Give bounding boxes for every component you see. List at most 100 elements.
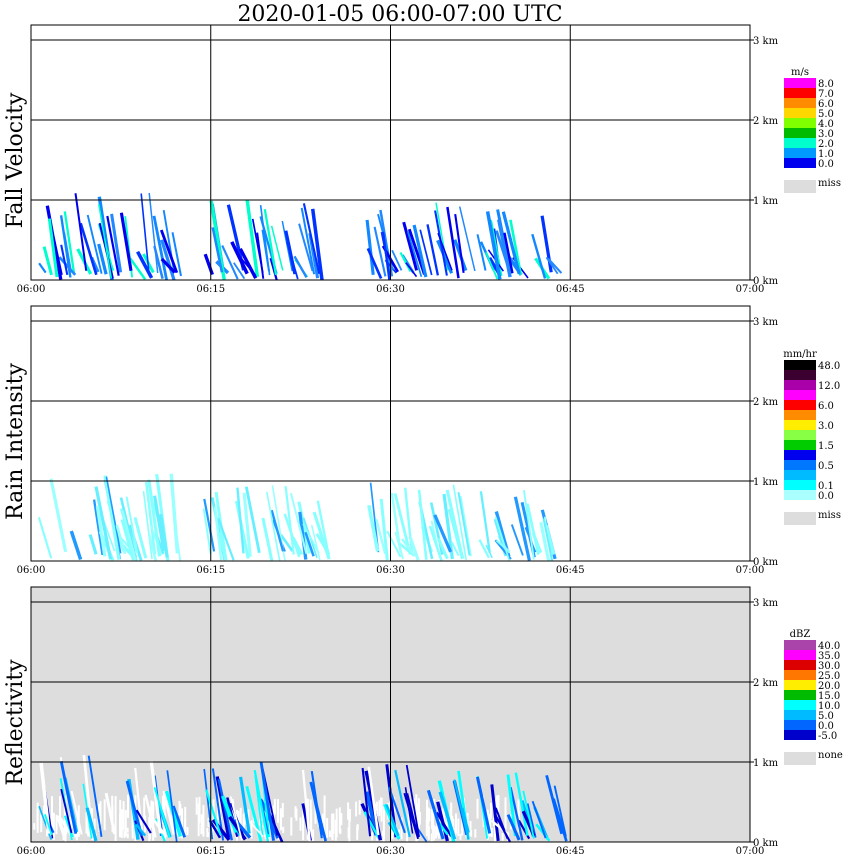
echo-streak [266, 491, 281, 561]
clutter-cell [126, 827, 129, 833]
clutter-cell [378, 800, 381, 817]
colorbar-label: 12.0 [818, 381, 840, 392]
clutter-cell [457, 818, 460, 837]
echo-streak [457, 492, 471, 556]
echo-streak [547, 257, 563, 274]
echo-streak [382, 231, 391, 281]
clutter-cell [290, 817, 293, 836]
colorbar-label: 1.0 [818, 149, 834, 160]
echo-streak [47, 218, 59, 278]
clutter-cell [335, 808, 338, 838]
clutter-cell [411, 816, 414, 834]
colorbar-unit: mm/hr [783, 349, 817, 360]
clutter-cell [474, 829, 477, 838]
echo-streak [152, 215, 168, 281]
echo-streak [385, 804, 400, 837]
clutter-cell [273, 798, 276, 815]
clutter-cell [380, 797, 382, 813]
y-axis-label: Reflectivity [3, 659, 28, 786]
echo-streak [229, 796, 243, 841]
colorbar-miss-swatch [784, 752, 816, 765]
echo-streak [94, 486, 113, 560]
echo-streak [263, 209, 278, 276]
echo-streak [60, 788, 73, 834]
clutter-cell [264, 800, 267, 828]
x-tick-label: 06:30 [376, 565, 405, 576]
echo-streak [153, 786, 171, 839]
echo-streak [479, 491, 491, 553]
x-tick-label: 06:00 [17, 565, 46, 576]
echo-streak [38, 805, 52, 840]
clutter-cell [202, 805, 205, 837]
echo-streak [115, 524, 127, 555]
echo-streak [217, 532, 227, 561]
echo-streak [315, 532, 331, 556]
clutter-cell [426, 799, 428, 837]
colorbar-miss-label: miss [818, 178, 841, 189]
clutter-cell [299, 817, 302, 831]
clutter-cell [171, 812, 174, 830]
echo-streak [144, 481, 157, 555]
echo-streak [293, 255, 308, 278]
clutter-cell [436, 817, 439, 836]
clutter-cell [450, 802, 453, 839]
echo-streak [110, 213, 123, 273]
echo-streak [245, 199, 260, 278]
clutter-cell [347, 802, 350, 820]
echo-streak [531, 532, 543, 554]
clutter-cell [33, 823, 36, 830]
clutter-cell [250, 820, 253, 839]
colorbar-swatch [784, 430, 816, 440]
echo-streak [270, 225, 284, 271]
echo-streak [238, 248, 258, 279]
echo-streak [253, 769, 270, 842]
echo-streak [526, 503, 540, 555]
clutter-cell [391, 829, 394, 839]
echo-streak [42, 246, 53, 276]
colorbar-label: 0.5 [818, 461, 834, 472]
clutter-cell [356, 824, 359, 831]
colorbar-swatch [784, 660, 816, 670]
echo-streak [105, 476, 122, 554]
clutter-cell [51, 796, 53, 840]
colorbar-label: 5.0 [818, 711, 834, 722]
colorbar-label: 0.0 [818, 721, 834, 732]
colorbar-swatch [784, 78, 816, 88]
echo-streak [526, 803, 537, 838]
echo-streak [522, 790, 535, 839]
colorbar-label: 25.0 [818, 671, 840, 682]
echo-streak [159, 513, 169, 558]
clutter-cell [338, 807, 341, 833]
clutter-cell [504, 797, 507, 830]
echo-streak [69, 530, 83, 561]
colorbar-label: 7.0 [818, 89, 834, 100]
clutter-cell [131, 804, 134, 832]
echo-streak [44, 814, 53, 836]
echo-streak [92, 499, 104, 556]
echo-streak [553, 785, 567, 837]
echo-streak [63, 211, 76, 274]
echo-streak [205, 789, 222, 836]
echo-streak [460, 807, 470, 834]
colorbar-label: 3.0 [818, 129, 834, 140]
colorbar-swatch [784, 710, 816, 720]
clutter-cell [40, 814, 43, 833]
x-tick-label: 06:45 [556, 284, 585, 295]
echo-streak [379, 498, 389, 561]
echo-streak [514, 772, 529, 836]
echo-streak [298, 223, 314, 272]
clutter-cell [59, 796, 61, 822]
colorbar-label: 48.0 [818, 361, 840, 372]
echo-streak [38, 262, 47, 274]
colorbar-swatch [784, 138, 816, 148]
echo-streak [119, 212, 133, 272]
echo-streak [386, 530, 402, 558]
echo-streak [228, 815, 247, 841]
echo-streak [300, 207, 316, 275]
echo-streak [399, 251, 412, 273]
echo-streak [545, 774, 564, 835]
echo-streak [171, 232, 182, 277]
echo-streak [365, 219, 375, 275]
echo-streak [412, 224, 428, 278]
clutter-cell [178, 801, 181, 816]
